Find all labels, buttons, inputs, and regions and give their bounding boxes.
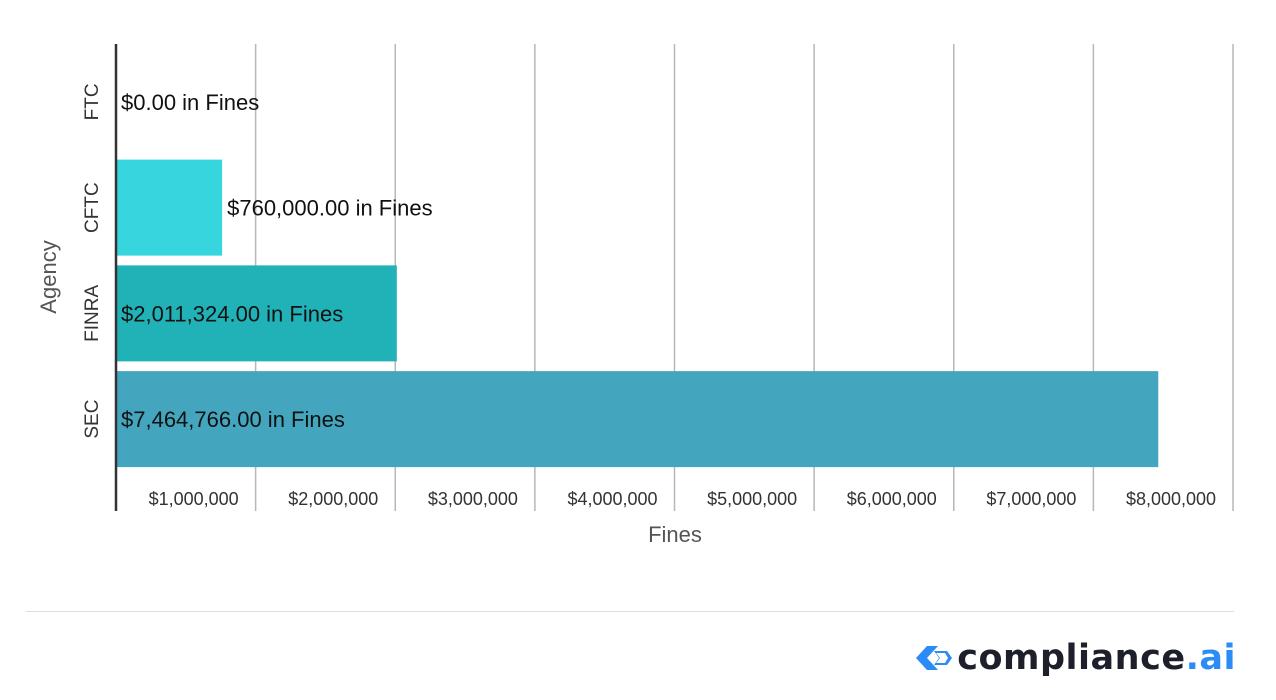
y-tick-label-finra: FINRA bbox=[82, 285, 103, 342]
bar-sec bbox=[116, 371, 1159, 468]
x-tick-label: $1,000,000 bbox=[149, 489, 239, 509]
compliance-ai-logo: compliance.ai bbox=[914, 636, 1236, 680]
data-label-cftc: $760,000.00 in Fines bbox=[227, 196, 432, 221]
logo-text-dot: . bbox=[1185, 638, 1200, 678]
bar-finra bbox=[116, 265, 397, 362]
x-tick-label: $8,000,000 bbox=[1126, 489, 1216, 509]
logo-text-main: compliance bbox=[957, 638, 1186, 678]
logo-text-ai: ai bbox=[1199, 638, 1236, 678]
data-label-finra: $2,011,324.00 in Fines bbox=[121, 301, 343, 326]
y-tick-label-sec: SEC bbox=[82, 400, 103, 439]
x-tick-label: $2,000,000 bbox=[288, 489, 378, 509]
bars bbox=[116, 159, 1159, 468]
chevron-diamond-icon bbox=[916, 646, 953, 670]
data-label-ftc: $0.00 in Fines bbox=[121, 90, 259, 115]
footer-divider bbox=[26, 611, 1234, 612]
x-tick-label: $5,000,000 bbox=[707, 489, 797, 509]
y-tick-label-ftc: FTC bbox=[82, 83, 103, 120]
gridlines bbox=[254, 44, 1234, 511]
y-tick-label-cftc: CFTC bbox=[82, 182, 103, 233]
x-axis-ticks: $1,000,000 $2,000,000 $3,000,000 $4,000,000… bbox=[149, 489, 1216, 509]
y-axis-title: Agency bbox=[36, 240, 61, 313]
bar-chart: $1,000,000 $2,000,000 $3,000,000 $4,000,000… bbox=[36, 44, 1234, 547]
bar-cftc bbox=[116, 159, 223, 256]
x-tick-label: $6,000,000 bbox=[847, 489, 937, 509]
data-label-sec: $7,464,766.00 in Fines bbox=[121, 407, 345, 432]
data-labels: $0.00 in Fines $760,000.00 in Fines $2,011… bbox=[121, 90, 433, 432]
logo-wordmark: compliance.ai bbox=[957, 638, 1236, 678]
y-axis-ticks: FTC CFTC FINRA SEC bbox=[82, 83, 103, 438]
x-axis-title: Fines bbox=[648, 522, 702, 547]
x-tick-label: $7,000,000 bbox=[986, 489, 1076, 509]
x-tick-label: $3,000,000 bbox=[428, 489, 518, 509]
x-tick-label: $4,000,000 bbox=[567, 489, 657, 509]
